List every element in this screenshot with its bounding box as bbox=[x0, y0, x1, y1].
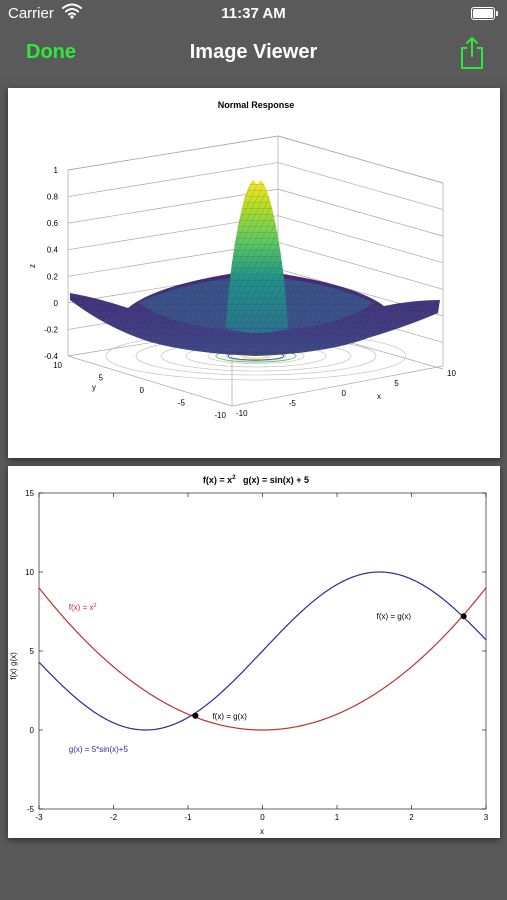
y-tick-label: 5 bbox=[99, 374, 104, 383]
series-label-g: g(x) = 5*sin(x)+5 bbox=[69, 745, 129, 754]
intersection-point bbox=[460, 613, 467, 620]
z-tick-label: 0 bbox=[54, 299, 59, 308]
z-grid-line bbox=[277, 215, 444, 264]
x-tick-label: 2 bbox=[409, 813, 414, 822]
image-card-surface-plot[interactable]: Normal Response 1 0.8 0.6 0.4 0.2 0 -0.2 -0.4 z bbox=[8, 88, 500, 458]
plot-frame bbox=[38, 492, 487, 810]
y-tick-label: 5 bbox=[30, 647, 35, 656]
y-tick-label: 10 bbox=[25, 568, 34, 577]
z-tick-label: -0.4 bbox=[44, 352, 58, 361]
x-tick-label: -5 bbox=[289, 399, 297, 408]
y-axis: 10 5 0 -5 -10 bbox=[53, 361, 226, 420]
z-tick-label: 0.6 bbox=[47, 219, 59, 228]
annotation-label: f(x) = g(x) bbox=[212, 712, 247, 721]
z-tick-label: 1 bbox=[54, 166, 59, 175]
z-grid-line bbox=[67, 188, 279, 224]
surface-mesh bbox=[70, 180, 440, 356]
share-icon bbox=[461, 36, 483, 69]
z-grid-line bbox=[277, 188, 444, 237]
series-line-f bbox=[38, 587, 487, 731]
axes-ticks: -3 -2 -1 0 1 2 3 -5 0 5 10 15 bbox=[25, 489, 489, 822]
z-grid-line bbox=[277, 135, 444, 184]
z-grid-line bbox=[277, 162, 444, 210]
x-tick-label: 1 bbox=[335, 813, 340, 822]
clock: 11:37 AM bbox=[221, 5, 286, 22]
y-tick-label: 0 bbox=[140, 386, 145, 395]
z-grid-line bbox=[67, 162, 279, 197]
x-tick-label: -2 bbox=[110, 813, 118, 822]
surface-plot: Normal Response 1 0.8 0.6 0.4 0.2 0 -0.2 -0.4 z bbox=[28, 100, 456, 420]
z-tick-label: -0.2 bbox=[44, 325, 58, 334]
x-tick-label: 3 bbox=[484, 813, 489, 822]
annotation-label: f(x) = g(x) bbox=[377, 612, 412, 621]
x-tick-label: -3 bbox=[35, 813, 43, 822]
image-card-line-plot[interactable]: f(x) = x2 g(x) = sin(x) + 5 -3 -2 -1 0 1 2 3 -5… bbox=[8, 466, 500, 838]
navigation-bar: Done Image Viewer bbox=[0, 28, 507, 78]
chart-title: f(x) = x2 g(x) = sin(x) + 5 bbox=[203, 475, 309, 485]
x-tick-label: -10 bbox=[236, 409, 248, 418]
y-tick-label: 0 bbox=[30, 726, 35, 735]
share-button[interactable] bbox=[458, 36, 486, 70]
line-plot: f(x) = x2 g(x) = sin(x) + 5 -3 -2 -1 0 1 2 3 -5… bbox=[9, 475, 489, 836]
y-tick-label: 15 bbox=[25, 489, 34, 498]
x-axis-label: x bbox=[260, 827, 264, 836]
x-tick-label: 0 bbox=[260, 813, 265, 822]
z-tick-label: 0.4 bbox=[47, 246, 59, 255]
series-label-f: f(x) = x2 bbox=[69, 603, 97, 612]
x-tick-label: -1 bbox=[184, 813, 192, 822]
x-tick-label: 0 bbox=[342, 389, 347, 398]
chart-title: Normal Response bbox=[218, 100, 295, 110]
z-axis-label: z bbox=[28, 264, 37, 268]
z-grid-line bbox=[277, 241, 444, 290]
z-tick-label: 0.2 bbox=[47, 272, 59, 281]
carrier-label: Carrier bbox=[8, 5, 54, 22]
y-tick-label: -5 bbox=[27, 805, 35, 814]
z-grid-line bbox=[67, 135, 279, 171]
y-tick-label: 10 bbox=[53, 361, 62, 370]
done-button[interactable]: Done bbox=[26, 41, 76, 63]
x-tick-label: 5 bbox=[394, 379, 399, 388]
y-axis-label: f(x) g(x) bbox=[9, 652, 18, 680]
z-tick-label: 0.8 bbox=[47, 193, 59, 202]
intersection-point bbox=[192, 712, 199, 719]
base-edge bbox=[67, 355, 233, 407]
x-tick-label: 10 bbox=[447, 369, 456, 378]
battery-icon bbox=[471, 7, 498, 20]
status-bar: Carrier 11:37 AM bbox=[0, 0, 507, 28]
base-edge bbox=[231, 365, 444, 407]
series-line-g bbox=[38, 571, 487, 731]
y-axis-label: y bbox=[92, 383, 96, 392]
x-axis: -10 -5 0 5 10 bbox=[236, 369, 456, 418]
x-axis-label: x bbox=[377, 392, 381, 401]
y-tick-label: -10 bbox=[214, 411, 226, 420]
z-axis: 1 0.8 0.6 0.4 0.2 0 -0.2 -0.4 bbox=[44, 166, 58, 361]
page-title: Image Viewer bbox=[189, 41, 318, 63]
y-tick-label: -5 bbox=[178, 399, 186, 408]
wifi-icon bbox=[62, 3, 82, 23]
